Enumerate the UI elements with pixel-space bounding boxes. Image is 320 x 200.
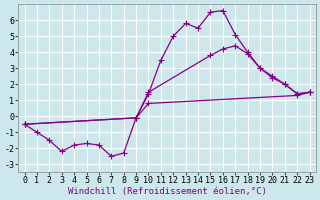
X-axis label: Windchill (Refroidissement éolien,°C): Windchill (Refroidissement éolien,°C) (68, 187, 267, 196)
